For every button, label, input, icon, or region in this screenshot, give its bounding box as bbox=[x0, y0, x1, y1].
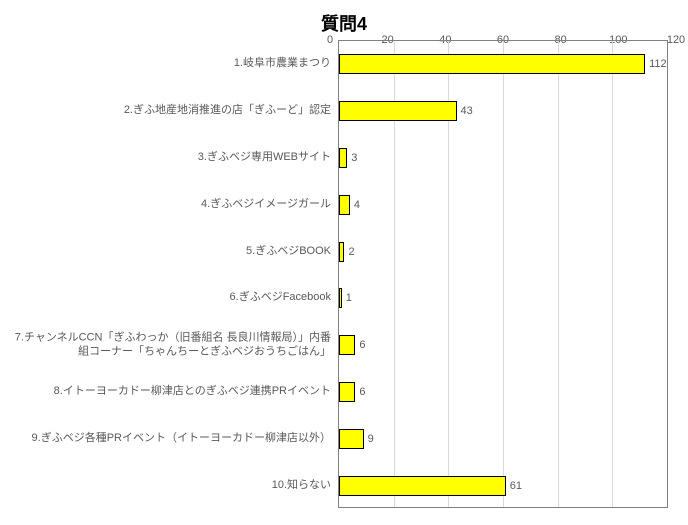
value-label: 4 bbox=[354, 199, 360, 211]
bar bbox=[339, 54, 645, 74]
bar bbox=[339, 242, 344, 262]
bar bbox=[339, 195, 350, 215]
bar-row: 7.チャンネルCCN「ぎふわっか（旧番組名 長良川情報局）」内番組コーナー「ちゃ… bbox=[339, 335, 667, 355]
category-label: 6.ぎふベジFacebook bbox=[9, 292, 331, 306]
plot-area: 1.岐阜市農業まつり112 2.ぎふ地産地消推進の店「ぎふーど」認定43 3.ぎふベ… bbox=[338, 40, 668, 508]
category-label: 3.ぎふベジ専用WEBサイト bbox=[9, 151, 331, 165]
bar bbox=[339, 429, 364, 449]
category-label: 8.イトーヨーカドー柳津店とのぎふベジ連携PRイベント bbox=[9, 385, 331, 399]
category-label: 5.ぎふベジBOOK bbox=[9, 245, 331, 259]
value-label: 61 bbox=[510, 480, 522, 492]
value-label: 6 bbox=[359, 339, 365, 351]
value-label: 6 bbox=[359, 386, 365, 398]
x-axis-tick-label: 120 bbox=[667, 34, 685, 46]
value-label: 43 bbox=[461, 105, 473, 117]
chart-title: 質問4 bbox=[8, 10, 680, 36]
category-label: 7.チャンネルCCN「ぎふわっか（旧番組名 長良川情報局）」内番組コーナー「ちゃ… bbox=[9, 331, 331, 359]
bar bbox=[339, 148, 347, 168]
bar-row: 10.知らない61 bbox=[339, 476, 667, 496]
bars-layer: 1.岐阜市農業まつり112 2.ぎふ地産地消推進の店「ぎふーど」認定43 3.ぎふベ… bbox=[339, 41, 667, 507]
value-label: 1 bbox=[346, 292, 352, 304]
value-label: 2 bbox=[348, 246, 354, 258]
bar bbox=[339, 476, 506, 496]
value-label: 112 bbox=[649, 58, 667, 70]
bar-row: 1.岐阜市農業まつり112 bbox=[339, 54, 667, 74]
bar bbox=[339, 335, 355, 355]
bar-row: 8.イトーヨーカドー柳津店とのぎふベジ連携PRイベント6 bbox=[339, 382, 667, 402]
bar-row: 9.ぎふベジ各種PRイベント（イトーヨーカドー柳津店以外）9 bbox=[339, 429, 667, 449]
bar-row: 6.ぎふベジFacebook1 bbox=[339, 288, 667, 308]
category-label: 4.ぎふベジイメージガール bbox=[9, 198, 331, 212]
category-label: 2.ぎふ地産地消推進の店「ぎふーど」認定 bbox=[9, 104, 331, 118]
bar-row: 3.ぎふベジ専用WEBサイト3 bbox=[339, 148, 667, 168]
bar bbox=[339, 288, 342, 308]
bar-row: 4.ぎふベジイメージガール4 bbox=[339, 195, 667, 215]
value-label: 9 bbox=[368, 433, 374, 445]
value-label: 3 bbox=[351, 152, 357, 164]
category-label: 10.知らない bbox=[9, 479, 331, 493]
x-axis-tick-label: 0 bbox=[327, 34, 333, 46]
bar bbox=[339, 382, 355, 402]
chart-container: 質問4 020406080100120 1.岐阜市農業まつり1122.ぎふ地産地… bbox=[0, 0, 688, 525]
category-label: 9.ぎふベジ各種PRイベント（イトーヨーカドー柳津店以外） bbox=[9, 432, 331, 446]
bar bbox=[339, 101, 457, 121]
category-label: 1.岐阜市農業まつり bbox=[9, 58, 331, 72]
bar-row: 2.ぎふ地産地消推進の店「ぎふーど」認定43 bbox=[339, 101, 667, 121]
bar-row: 5.ぎふベジBOOK2 bbox=[339, 242, 667, 262]
